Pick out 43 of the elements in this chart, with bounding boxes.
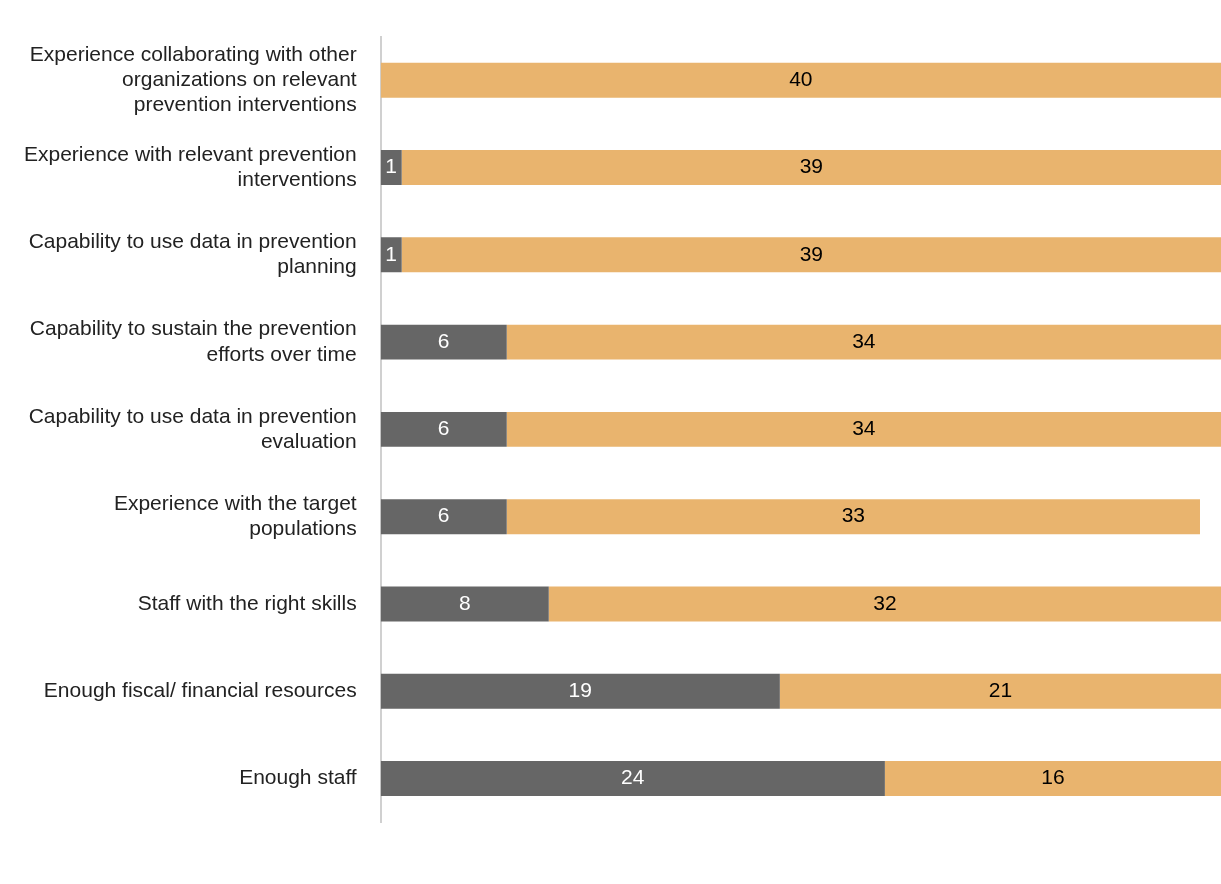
bar (380, 499, 507, 535)
y-tick-label: Enough fiscal/ financial resources (43, 678, 357, 702)
bar (380, 150, 402, 185)
bar (380, 237, 402, 273)
data-label: 34 (852, 416, 876, 440)
bar (401, 150, 1221, 185)
bar (401, 237, 1221, 273)
y-tick-label: Enough staff (239, 765, 357, 789)
bar (506, 499, 1200, 535)
bar (380, 62, 1221, 98)
data-label: 21 (988, 678, 1013, 702)
bar (380, 586, 549, 622)
bar (779, 673, 1221, 709)
data-label: 6 (437, 416, 450, 440)
data-label: 33 (841, 503, 866, 527)
bar (380, 324, 507, 360)
y-tick-label: Capability to use data in prevention planning (28, 229, 357, 278)
y-tick-label: Capability to use data in prevention evaluation (28, 403, 357, 452)
data-label: 39 (799, 154, 824, 178)
bar (506, 411, 1221, 447)
y-tick-label: Experience with relevant prevention interventions (23, 141, 357, 190)
y-tick-label: Capability to sustain the prevention efforts over time (29, 316, 357, 365)
bar (380, 761, 885, 797)
data-label: 19 (568, 678, 592, 702)
data-label: 1 (385, 241, 398, 265)
data-label: 40 (789, 67, 813, 91)
y-tick-label: Experience collaborating with other organizations on relevant prevention interventions (29, 41, 357, 116)
data-label: 24 (621, 765, 645, 789)
bar (884, 761, 1221, 797)
bar (506, 324, 1221, 360)
y-tick-label: Experience with the target populations (113, 490, 357, 540)
data-label: 39 (799, 241, 824, 265)
data-label: 6 (437, 328, 450, 352)
y-tick-label: Staff with the right skills (137, 590, 357, 614)
data-label: 1 (385, 154, 398, 178)
bar (548, 586, 1221, 622)
data-label: 8 (458, 590, 471, 614)
bar (380, 411, 507, 447)
data-label: 16 (1041, 765, 1065, 789)
data-label: 32 (873, 590, 897, 614)
data-label: 34 (852, 328, 876, 352)
bar (380, 673, 780, 709)
data-label: 6 (437, 503, 450, 527)
